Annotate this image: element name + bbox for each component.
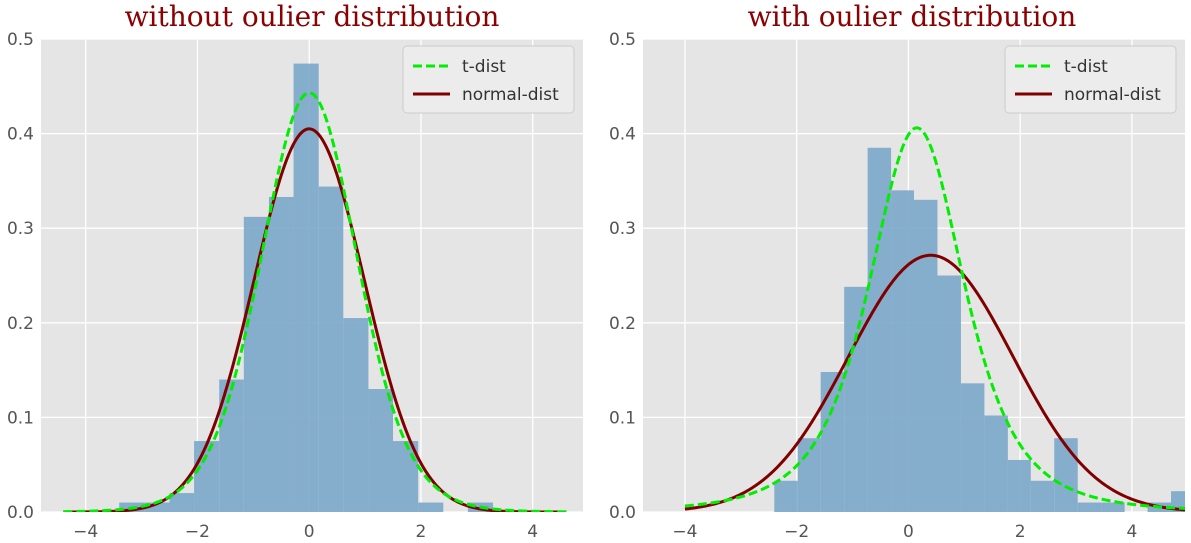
- y-tick-label: 0.5: [609, 30, 636, 50]
- histogram-bar: [194, 441, 220, 512]
- chart-title: without oulier distribution: [125, 0, 500, 33]
- y-tick-label: 0.4: [609, 125, 636, 145]
- histogram-bar: [343, 318, 369, 512]
- histogram-bar: [1054, 438, 1078, 512]
- histogram-bar: [867, 147, 892, 512]
- left-chart-panel: 0.0 0.1 0.2 0.3 0.4 0.5 −4 −2 0 2 4 without oulier …: [7, 0, 583, 542]
- normal-dist-curve: [684, 253, 1185, 512]
- histogram-bar: [368, 389, 394, 512]
- y-tick-label: 0.1: [7, 408, 34, 428]
- y-tick-label: 0.2: [7, 314, 34, 334]
- x-tick-label: −4: [672, 522, 697, 542]
- histogram-bar: [318, 186, 344, 512]
- x-tick-label: −4: [73, 522, 98, 542]
- histogram-bar: [914, 199, 938, 512]
- histogram: [119, 63, 494, 512]
- histogram-bar: [169, 493, 195, 512]
- legend-box: [1004, 45, 1177, 114]
- right-chart-panel: 0.0 0.1 0.2 0.3 0.4 0.5 −4 −2 0 2 4 with oulier dis…: [609, 0, 1185, 542]
- x-tick-label: 4: [527, 522, 538, 542]
- y-tick-label: 0.0: [7, 503, 34, 523]
- x-tick-label: 0: [304, 522, 315, 542]
- histogram-bar: [418, 502, 444, 512]
- y-tick-label: 0.5: [7, 30, 34, 50]
- y-tick-label: 0.3: [7, 219, 34, 239]
- histogram-bar: [891, 190, 914, 512]
- histogram-bar: [1030, 480, 1055, 512]
- legend: t-dist normal-dist: [402, 45, 575, 114]
- y-tick-label: 0.4: [7, 125, 34, 145]
- x-tick-label: 2: [1015, 522, 1026, 542]
- histogram-bar: [1007, 459, 1031, 512]
- legend-box: [402, 45, 575, 114]
- x-tick-label: 0: [903, 522, 914, 542]
- legend-label-t-dist: t-dist: [462, 57, 506, 77]
- curves: [63, 91, 567, 512]
- histogram-bar: [1077, 502, 1102, 512]
- histogram-bar: [268, 196, 294, 512]
- chart-title: with oulier distribution: [748, 0, 1077, 33]
- x-tick-label: 2: [416, 522, 427, 542]
- legend-label-normal-dist: normal-dist: [462, 85, 559, 105]
- y-tick-label: 0.3: [609, 219, 636, 239]
- histogram-bar: [797, 438, 821, 512]
- legend-label-t-dist: t-dist: [1064, 57, 1108, 77]
- histogram-bar: [937, 275, 961, 512]
- t-dist-curve: [684, 126, 1185, 510]
- y-tick-label: 0.0: [609, 503, 636, 523]
- histogram-bar: [144, 502, 170, 512]
- legend-label-normal-dist: normal-dist: [1064, 85, 1161, 105]
- histogram-bar: [1101, 502, 1125, 512]
- histogram-bar: [243, 216, 269, 512]
- normal-dist-curve: [63, 127, 567, 512]
- y-tick-label: 0.2: [609, 314, 636, 334]
- histogram-bar: [820, 371, 845, 512]
- curves: [684, 126, 1185, 512]
- histogram-bar: [984, 415, 1008, 512]
- t-dist-curve: [63, 91, 567, 512]
- histogram-bar: [960, 383, 985, 512]
- histogram-bar: [774, 480, 798, 512]
- histogram-bar: [844, 286, 868, 512]
- x-tick-label: −2: [185, 522, 210, 542]
- y-tick-label: 0.1: [609, 408, 636, 428]
- x-tick-label: −2: [784, 522, 809, 542]
- x-tick-label: 4: [1127, 522, 1138, 542]
- legend: t-dist normal-dist: [1004, 45, 1177, 114]
